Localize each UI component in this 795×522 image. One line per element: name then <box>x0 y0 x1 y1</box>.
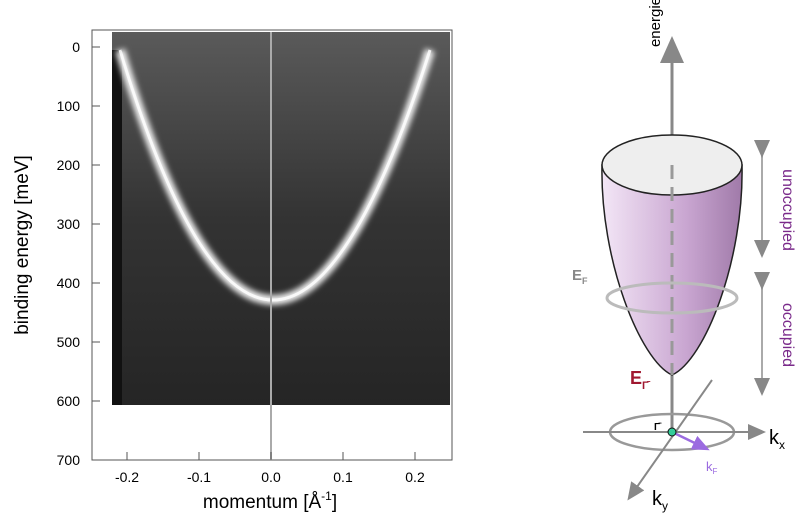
kx-sub: x <box>779 438 785 452</box>
egamma-sub: Γ̄ <box>642 380 651 392</box>
x-tick-label: -0.1 <box>187 469 211 485</box>
energy-label: energie <box>647 0 664 47</box>
ky-axis <box>627 379 713 501</box>
x-ticks: -0.2 -0.1 0.0 0.1 0.2 <box>115 452 425 485</box>
kf-sub: F <box>713 467 718 476</box>
kx-base: k <box>769 427 780 449</box>
y-label: binding energy [meV] <box>12 155 33 335</box>
edge <box>112 50 122 405</box>
y-tick-label: 400 <box>57 275 81 291</box>
egamma-base: E <box>630 368 642 388</box>
occupied-label: occupied <box>779 303 795 367</box>
y-tick-label: 600 <box>57 393 81 409</box>
gamma-point <box>667 427 677 437</box>
fermi-ring <box>605 281 739 315</box>
intensity-map <box>112 32 450 405</box>
ef-sub: F <box>582 276 588 286</box>
kf-label: kF <box>706 459 718 476</box>
unoccupied-label: unoccupied <box>779 169 795 251</box>
x-label-end: ] <box>332 492 337 513</box>
y-tick-label: 100 <box>57 98 81 114</box>
x-tick-label: 0.2 <box>405 469 425 485</box>
kf-base: k <box>706 459 713 474</box>
y-tick-label: 300 <box>57 216 81 232</box>
y-tick-label: 500 <box>57 334 81 350</box>
ef-label: EF <box>572 267 588 286</box>
egamma-label: EΓ̄ <box>630 368 651 392</box>
ky-base: k <box>652 488 663 510</box>
x-tick-label: -0.2 <box>115 469 139 485</box>
ky-sub: y <box>662 499 668 513</box>
y-ticks: 0 100 200 300 400 500 600 700 <box>57 39 100 468</box>
x-label-sup: -1 <box>321 489 332 503</box>
y-tick-label: 200 <box>57 157 81 173</box>
band-core <box>118 49 432 302</box>
x-tick-label: 0.1 <box>333 469 353 485</box>
ky-label: ky <box>652 488 668 513</box>
kx-label: kx <box>769 427 785 452</box>
x-label: momentum [Å-1] <box>203 489 337 513</box>
y-tick-label: 700 <box>57 452 81 468</box>
y-tick-label: 0 <box>72 39 80 55</box>
x-tick-label: 0.0 <box>261 469 281 485</box>
ef-base: E <box>572 267 582 284</box>
kf-arrow <box>671 430 710 451</box>
gamma-label: Γ̄ <box>654 422 662 433</box>
x-label-text: momentum [Å <box>203 492 322 513</box>
